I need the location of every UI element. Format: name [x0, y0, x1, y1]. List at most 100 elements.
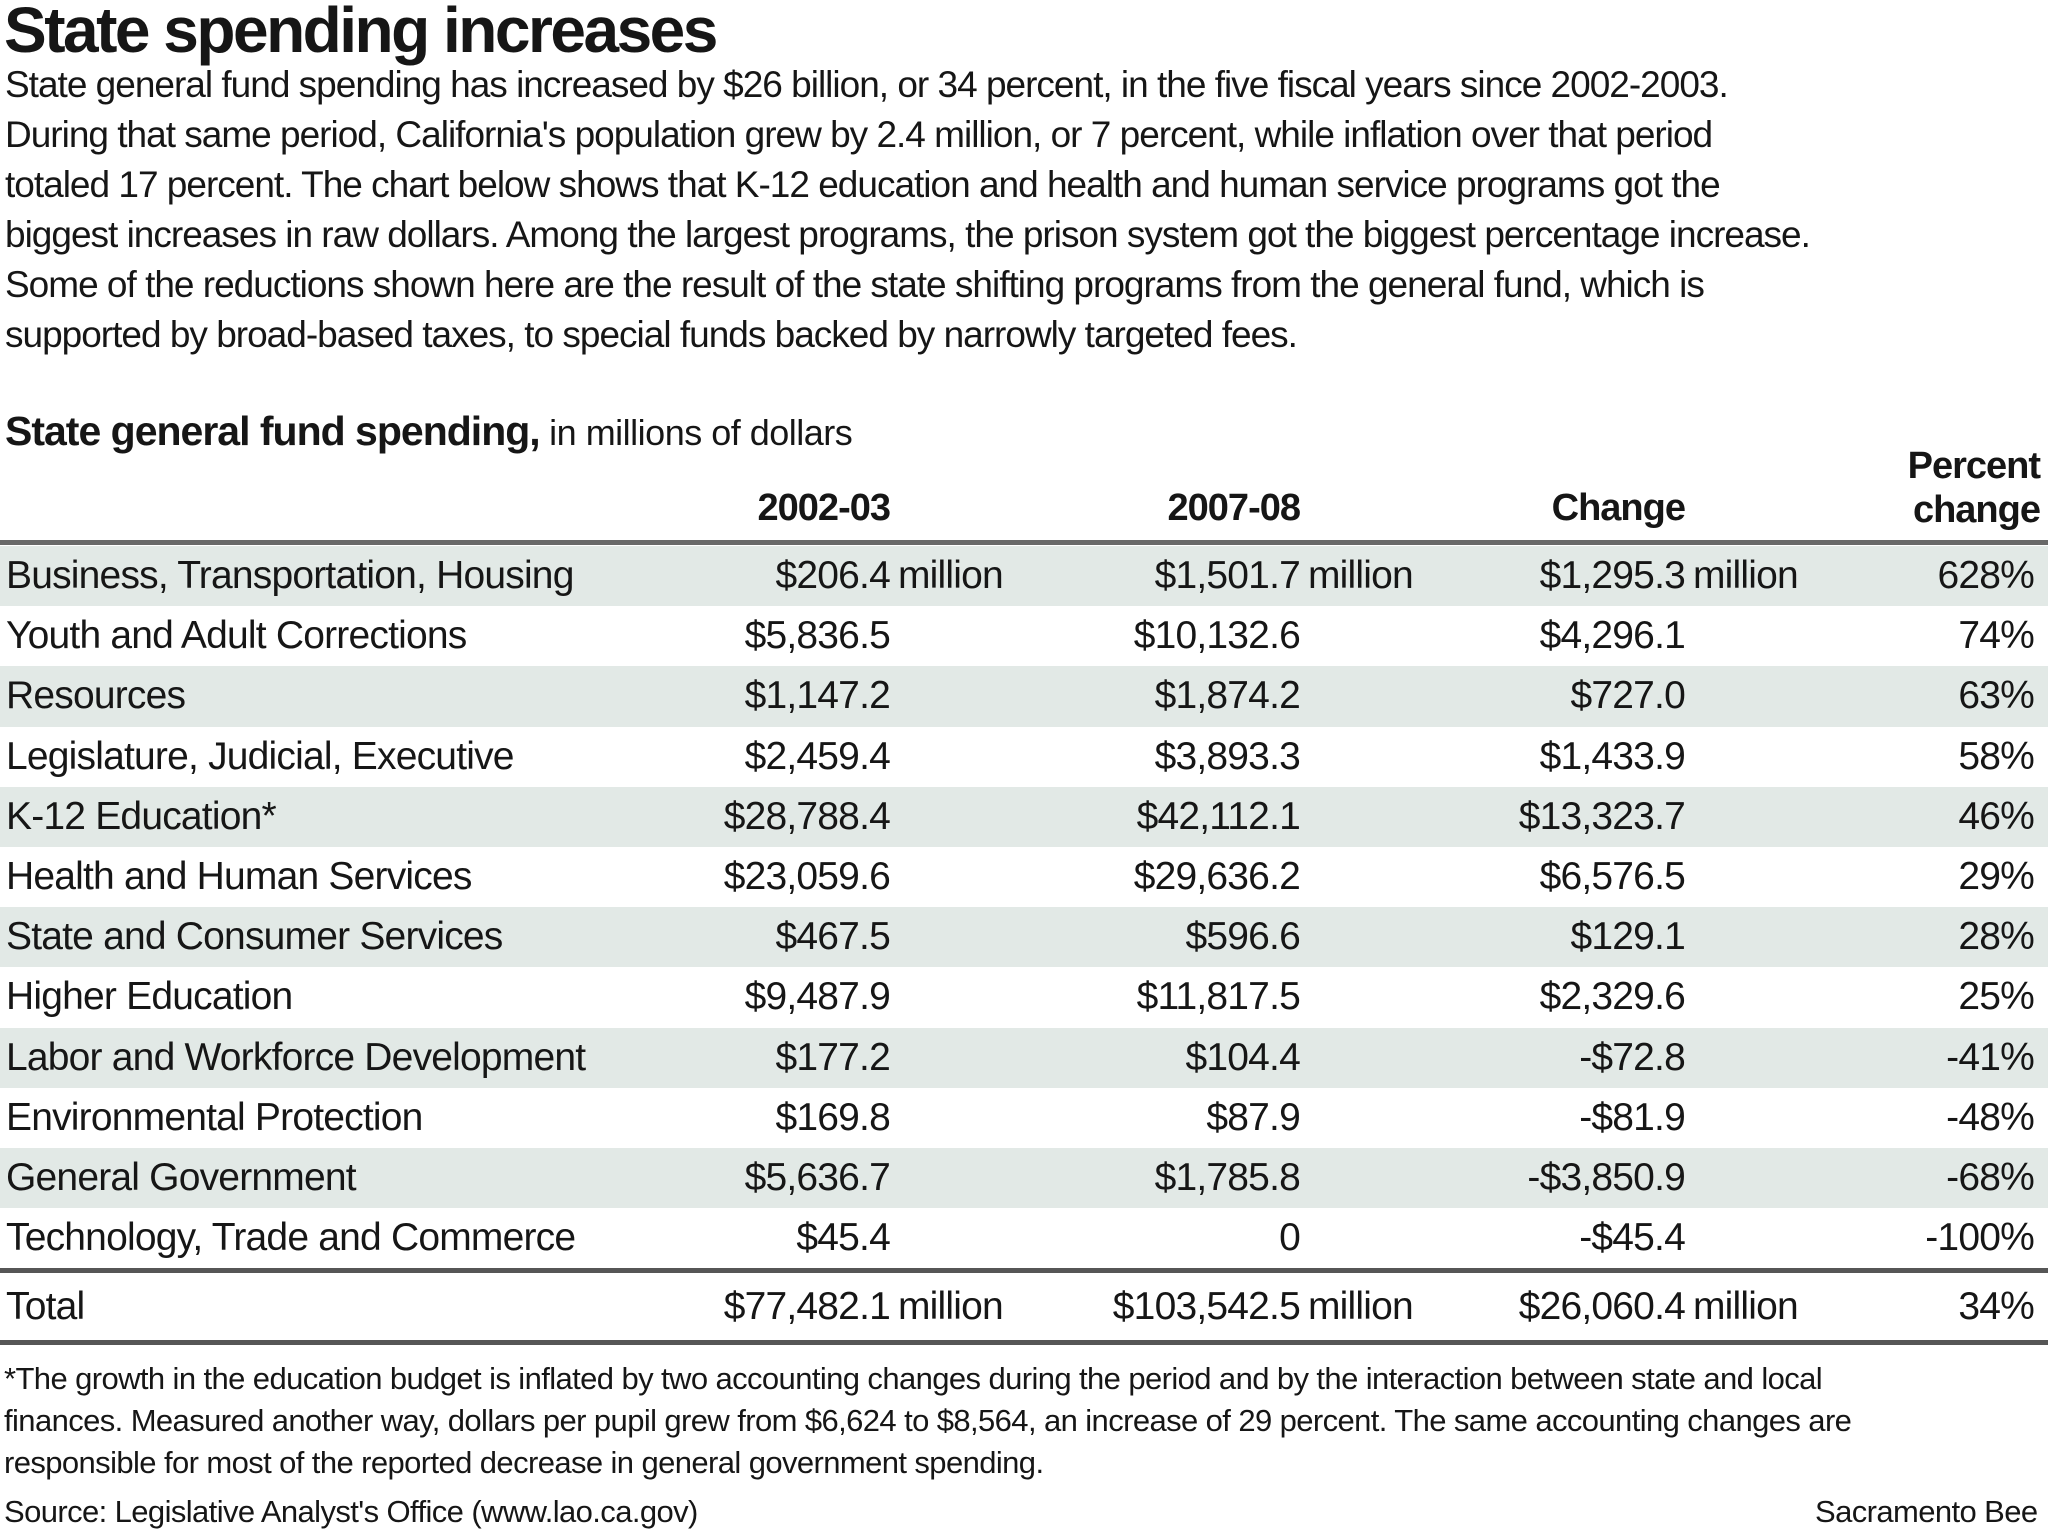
total-rule-bottom: [0, 1340, 2048, 1345]
table-row: Environmental Protection $169.8 $87.9 -$…: [0, 1088, 2048, 1148]
table-row: Technology, Trade and Commerce $45.4 0 -…: [0, 1208, 2048, 1268]
value-2007-08: $29,636.2: [1133, 854, 1301, 898]
header-rule: [0, 540, 2048, 545]
value-2002-03-suffix: million: [898, 554, 1004, 597]
footnote-line: responsible for most of the reported dec…: [4, 1445, 1044, 1480]
value-2007-08: $42,112.1: [1136, 794, 1301, 838]
row-label: Labor and Workforce Development: [6, 1035, 586, 1079]
row-label: Higher Education: [6, 975, 293, 1019]
table-row: Youth and Adult Corrections $5,836.5 $10…: [0, 606, 2048, 666]
table-row: Resources $1,147.2 $1,874.2 $727.0 63%: [0, 666, 2048, 727]
table-title: State general fund spending, in millions…: [5, 408, 853, 455]
value-percent-change: -48%: [1946, 1095, 2035, 1139]
value-2007-08: $11,817.5: [1136, 975, 1301, 1019]
intro-line: State general fund spending has increase…: [5, 64, 1729, 105]
value-2007-08: $3,893.3: [1154, 734, 1301, 778]
row-label: K-12 Education*: [6, 794, 277, 838]
table-row: State and Consumer Services $467.5 $596.…: [0, 907, 2048, 968]
intro-paragraph: State general fund spending has increase…: [5, 60, 1811, 360]
total-label: Total: [6, 1285, 85, 1328]
intro-line: biggest increases in raw dollars. Among …: [5, 214, 1811, 255]
value-2002-03: $5,836.5: [744, 614, 891, 658]
value-2002-03: $177.2: [775, 1035, 891, 1079]
table-row: Legislature, Judicial, Executive $2,459.…: [0, 727, 2048, 787]
value-2002-03: $5,636.7: [744, 1155, 891, 1199]
value-2007-08: $10,132.6: [1133, 614, 1301, 658]
table-row: Higher Education $9,487.9 $11,817.5 $2,3…: [0, 967, 2048, 1027]
total-change-suffix: million: [1693, 1285, 1799, 1328]
row-label: State and Consumer Services: [6, 915, 503, 959]
table-body: Business, Transportation, Housing $206.4…: [0, 546, 2048, 1268]
footnote: *The growth in the education budget is i…: [4, 1358, 1852, 1484]
footnote-line: *The growth in the education budget is i…: [4, 1361, 1823, 1396]
value-2002-03: $28,788.4: [723, 794, 891, 838]
col-header-2007-08: 2007-08: [1167, 487, 1301, 529]
table-row: Labor and Workforce Development $177.2 $…: [0, 1027, 2048, 1088]
value-percent-change: -41%: [1946, 1035, 2035, 1079]
value-percent-change: 628%: [1937, 554, 2034, 597]
row-label: Health and Human Services: [6, 854, 472, 898]
value-2007-08: $596.6: [1185, 915, 1301, 959]
value-2007-08: 0: [1279, 1216, 1301, 1260]
total-2002-03: $77,482.1: [723, 1285, 891, 1328]
col-header-percent-line2: change: [1912, 489, 2041, 531]
total-2002-03-suffix: million: [898, 1285, 1004, 1328]
value-percent-change: 29%: [1958, 854, 2034, 898]
total-2007-08-suffix: million: [1308, 1285, 1414, 1328]
value-change-suffix: million: [1693, 554, 1799, 597]
total-change: $26,060.4: [1518, 1285, 1686, 1328]
intro-line: Some of the reductions shown here are th…: [5, 264, 1705, 305]
value-change: -$81.9: [1579, 1095, 1686, 1139]
total-rule-top: [0, 1268, 2048, 1273]
table-row: K-12 Education* $28,788.4 $42,112.1 $13,…: [0, 786, 2048, 847]
value-change: $2,329.6: [1539, 975, 1686, 1019]
col-header-2002-03: 2002-03: [757, 487, 891, 529]
value-percent-change: 58%: [1958, 734, 2034, 778]
intro-line: During that same period, California's po…: [5, 114, 1713, 155]
value-percent-change: 28%: [1958, 915, 2034, 959]
value-2002-03: $467.5: [775, 915, 891, 959]
value-change: $4,296.1: [1539, 614, 1686, 658]
value-2007-08: $104.4: [1185, 1035, 1301, 1079]
table-title-bold: State general fund spending,: [5, 408, 541, 454]
value-percent-change: 74%: [1958, 614, 2034, 658]
page-title: State spending increases: [4, 0, 718, 66]
intro-line: totaled 17 percent. The chart below show…: [5, 164, 1721, 205]
value-percent-change: 63%: [1958, 674, 2034, 718]
total-percent-change: 34%: [1958, 1285, 2034, 1328]
footnote-line: finances. Measured another way, dollars …: [4, 1403, 1852, 1438]
value-2002-03: $9,487.9: [744, 975, 891, 1019]
value-2007-08: $1,785.8: [1154, 1155, 1301, 1199]
value-change: $727.0: [1570, 674, 1686, 718]
table-row: Health and Human Services $23,059.6 $29,…: [0, 847, 2048, 907]
value-percent-change: -68%: [1946, 1155, 2035, 1199]
value-2002-03: $2,459.4: [744, 734, 891, 778]
value-percent-change: 25%: [1958, 975, 2034, 1019]
value-change: $1,295.3: [1539, 554, 1686, 597]
row-label: Legislature, Judicial, Executive: [6, 734, 514, 778]
value-2002-03: $169.8: [775, 1095, 891, 1139]
value-change: -$45.4: [1579, 1216, 1686, 1260]
total-row: Total $77,482.1 million $103,542.5 milli…: [0, 1276, 2048, 1338]
total-2007-08: $103,542.5: [1112, 1285, 1301, 1328]
value-change: $1,433.9: [1539, 734, 1686, 778]
table-row: General Government $5,636.7 $1,785.8 -$3…: [0, 1147, 2048, 1209]
value-2007-08-suffix: million: [1308, 554, 1414, 597]
row-label: Business, Transportation, Housing: [6, 554, 574, 597]
value-percent-change: 46%: [1958, 794, 2034, 838]
table-row: Business, Transportation, Housing $206.4…: [0, 546, 2048, 607]
row-label: Environmental Protection: [6, 1095, 423, 1139]
value-change: $13,323.7: [1518, 794, 1686, 838]
intro-line: supported by broad-based taxes, to speci…: [5, 314, 1298, 355]
col-header-percent-change: Percent change: [1908, 444, 2041, 532]
publication-credit: Sacramento Bee: [1815, 1494, 2038, 1529]
value-2007-08: $87.9: [1206, 1095, 1300, 1139]
row-label: Technology, Trade and Commerce: [6, 1216, 576, 1260]
row-label: Youth and Adult Corrections: [6, 614, 467, 658]
value-change: -$72.8: [1579, 1035, 1686, 1079]
value-2007-08: $1,501.7: [1154, 554, 1301, 597]
table-title-units: in millions of dollars: [539, 412, 853, 453]
value-2002-03: $23,059.6: [723, 854, 891, 898]
row-label: Resources: [6, 674, 186, 718]
